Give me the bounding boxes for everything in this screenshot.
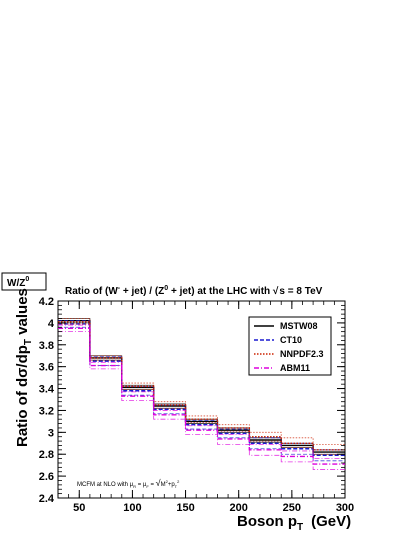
- legend-label: ABM11: [280, 363, 310, 373]
- legend-label: CT10: [280, 335, 302, 345]
- y-tick-label: 4.2: [39, 296, 54, 308]
- series-layer: [58, 318, 345, 470]
- series-line: [58, 321, 345, 451]
- y-tick-label: 3.2: [39, 405, 54, 417]
- y-tick-label: 2.4: [39, 493, 55, 505]
- x-axis-label: Boson pT (GeV): [237, 513, 351, 533]
- y-axis-label: Ratio of dσ/dpT values: [14, 288, 34, 447]
- y-tick-label: 3.8: [39, 340, 54, 352]
- legend-label: NNPDF2.3: [280, 349, 324, 359]
- x-tick-label: 150: [176, 502, 194, 514]
- series-band-lower: [58, 326, 345, 462]
- x-tick-label: 300: [336, 502, 354, 514]
- y-tick-label: 2.8: [39, 449, 54, 461]
- plot-frame: [57, 300, 346, 499]
- series-abm11: [58, 324, 345, 470]
- series-band-upper: [58, 320, 345, 451]
- x-tick-label: 250: [283, 502, 301, 514]
- y-tick-label: 3.6: [39, 362, 54, 374]
- x-tick-label: 100: [123, 502, 141, 514]
- svg-text:W/Z0: W/Z0: [7, 276, 29, 289]
- y-axis: 2.4 2.6 2.8 3 3.2 3.4 3.6 3.8 4 4.2: [39, 296, 345, 505]
- series-ct10: [58, 320, 345, 462]
- panel-label-text: W/Z: [7, 278, 25, 289]
- legend: MSTW08 CT10 NNPDF2.3 ABM11: [248, 316, 332, 376]
- y-tick-label: 3: [48, 427, 54, 439]
- legend-label: MSTW08: [280, 321, 318, 331]
- chart-title: Ratio of (W- + jet) / (Z0 + jet) at the …: [65, 285, 323, 297]
- x-tick-label: 50: [73, 502, 85, 514]
- x-axis: 50 100 150 200 250 300: [57, 301, 354, 514]
- calculation-note: MCFM at NLO with μR = μF = √M2+pT2: [77, 478, 180, 489]
- series-line: [58, 320, 345, 453]
- y-tick-label: 2.6: [39, 471, 54, 483]
- series-band-upper: [58, 318, 345, 445]
- panel-label-sup: 0: [25, 276, 29, 283]
- series-nnpdf2-3: [58, 318, 345, 455]
- y-tick-label: 4: [48, 318, 55, 330]
- panel-label: W/Z0: [1, 272, 47, 291]
- x-tick-label: 200: [230, 502, 248, 514]
- sqrt-symbol: √: [273, 286, 279, 297]
- y-tick-label: 3.4: [39, 384, 55, 396]
- series-band-lower: [58, 323, 345, 455]
- series-band-upper: [58, 324, 345, 459]
